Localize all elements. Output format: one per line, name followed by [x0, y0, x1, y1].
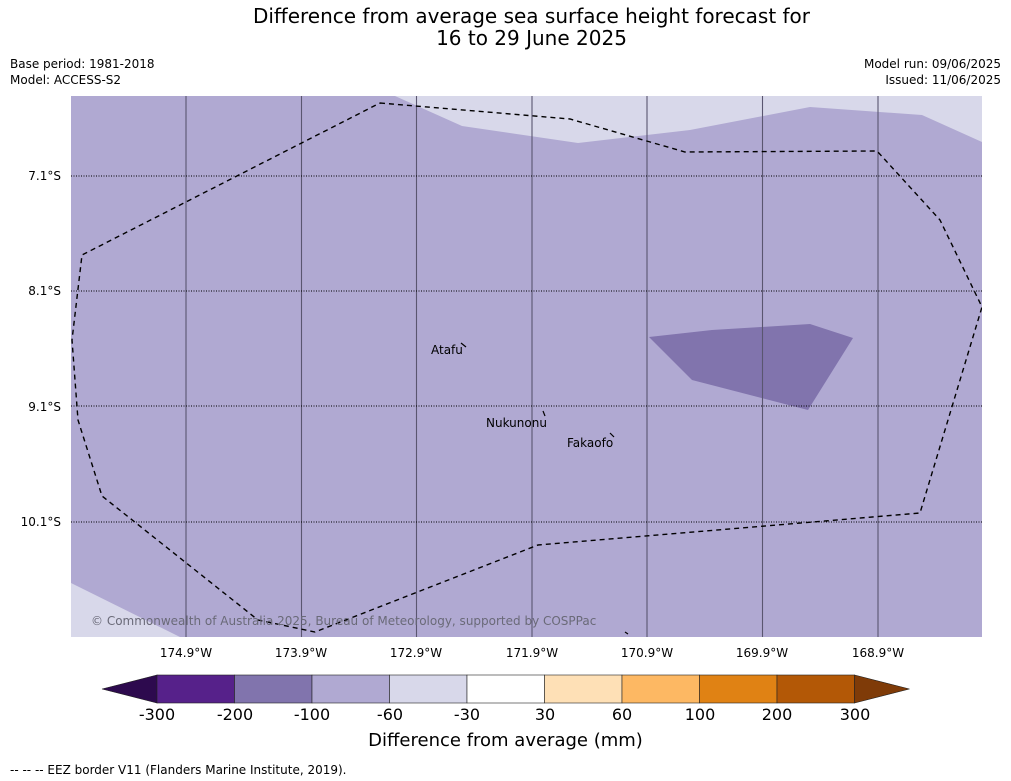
- nukunonu-outline: [542, 410, 546, 417]
- colorbar-tick: -60: [376, 705, 404, 724]
- colorbar-tick: -30: [453, 705, 481, 724]
- model-run-text: Model run: 09/06/2025: [863, 57, 1001, 71]
- eez-border: [71, 102, 982, 633]
- small-island-outline: [624, 631, 629, 635]
- title-line-2: 16 to 29 June 2025: [436, 26, 627, 50]
- colorbar-segment: [389, 674, 468, 704]
- anomaly-region-corner: [71, 583, 180, 637]
- colorbar-segment: [776, 674, 855, 704]
- base-period-text: Base period: 1981-2018: [10, 57, 155, 71]
- lon-label-169-9w: 169.9°W: [735, 646, 789, 660]
- lon-label-171-9w: 171.9°W: [505, 646, 559, 660]
- lon-label-173-9w: 173.9°W: [274, 646, 328, 660]
- colorbar-segment: [156, 674, 235, 704]
- lat-label-8-1s: 8.1°S: [28, 284, 61, 298]
- model-text: Model: ACCESS-S2: [10, 73, 122, 87]
- colorbar-tick: -100: [293, 705, 331, 724]
- map-area: [71, 96, 982, 637]
- colorbar: [101, 674, 910, 704]
- island-label-nukunonu: Nukunonu: [486, 416, 547, 430]
- issued-text: Issued: 11/06/2025: [885, 73, 1001, 87]
- lon-label-170-9w: 170.9°W: [620, 646, 674, 660]
- colorbar-tick: 200: [761, 705, 793, 724]
- eez-border-footnote: -- -- -- EEZ border V11 (Flanders Marine…: [10, 763, 347, 777]
- island-label-fakaofo: Fakaofo: [567, 436, 614, 450]
- colorbar-segment: [699, 674, 778, 704]
- lon-label-174-9w: 174.9°W: [159, 646, 213, 660]
- island-outlines: [460, 342, 629, 635]
- colorbar-segment: [544, 674, 623, 704]
- atafu-outline: [460, 342, 467, 348]
- colorbar-tick: -300: [138, 705, 176, 724]
- colorbar-segment: [311, 674, 390, 704]
- meta-right: Model run: 09/06/2025 Issued: 11/06/2025: [864, 56, 1001, 88]
- colorbar-tick: 60: [611, 705, 633, 724]
- colorbar-segment: [466, 674, 545, 704]
- meta-left: Base period: 1981-2018 Model: ACCESS-S2: [10, 56, 155, 88]
- colorbar-title: Difference from average (mm): [368, 730, 643, 751]
- anomaly-region-minus-100-to-minus-200: [649, 324, 853, 410]
- fakaofo-outline: [609, 432, 615, 438]
- lat-label-7-1s: 7.1°S: [28, 169, 61, 183]
- colorbar-extend-low: [101, 674, 158, 704]
- parallel-lines: [71, 175, 982, 523]
- title-line-1: Difference from average sea surface heig…: [252, 4, 811, 28]
- colorbar-segment: [621, 674, 700, 704]
- colorbar-extend-high: [854, 674, 910, 704]
- lon-label-168-9w: 168.9°W: [851, 646, 905, 660]
- island-label-atafu: Atafu: [431, 343, 463, 357]
- copyright-text: © Commonwealth of Australia 2025, Bureau…: [91, 614, 597, 628]
- lat-label-9-1s: 9.1°S: [28, 400, 61, 414]
- colorbar-tick: 30: [534, 705, 556, 724]
- colorbar-tick: 100: [684, 705, 716, 724]
- lon-label-172-9w: 172.9°W: [389, 646, 443, 660]
- anomaly-region-minus-30-to-minus-60: [395, 96, 982, 143]
- colorbar-tick: -200: [216, 705, 254, 724]
- map-title: Difference from average sea surface heig…: [0, 5, 1011, 49]
- colorbar-segment: [234, 674, 313, 704]
- meridian-lines: [185, 96, 879, 637]
- lat-label-10-1s: 10.1°S: [20, 515, 61, 529]
- anomaly-field-minus-60-to-minus-100: [71, 96, 982, 637]
- colorbar-tick: 300: [839, 705, 871, 724]
